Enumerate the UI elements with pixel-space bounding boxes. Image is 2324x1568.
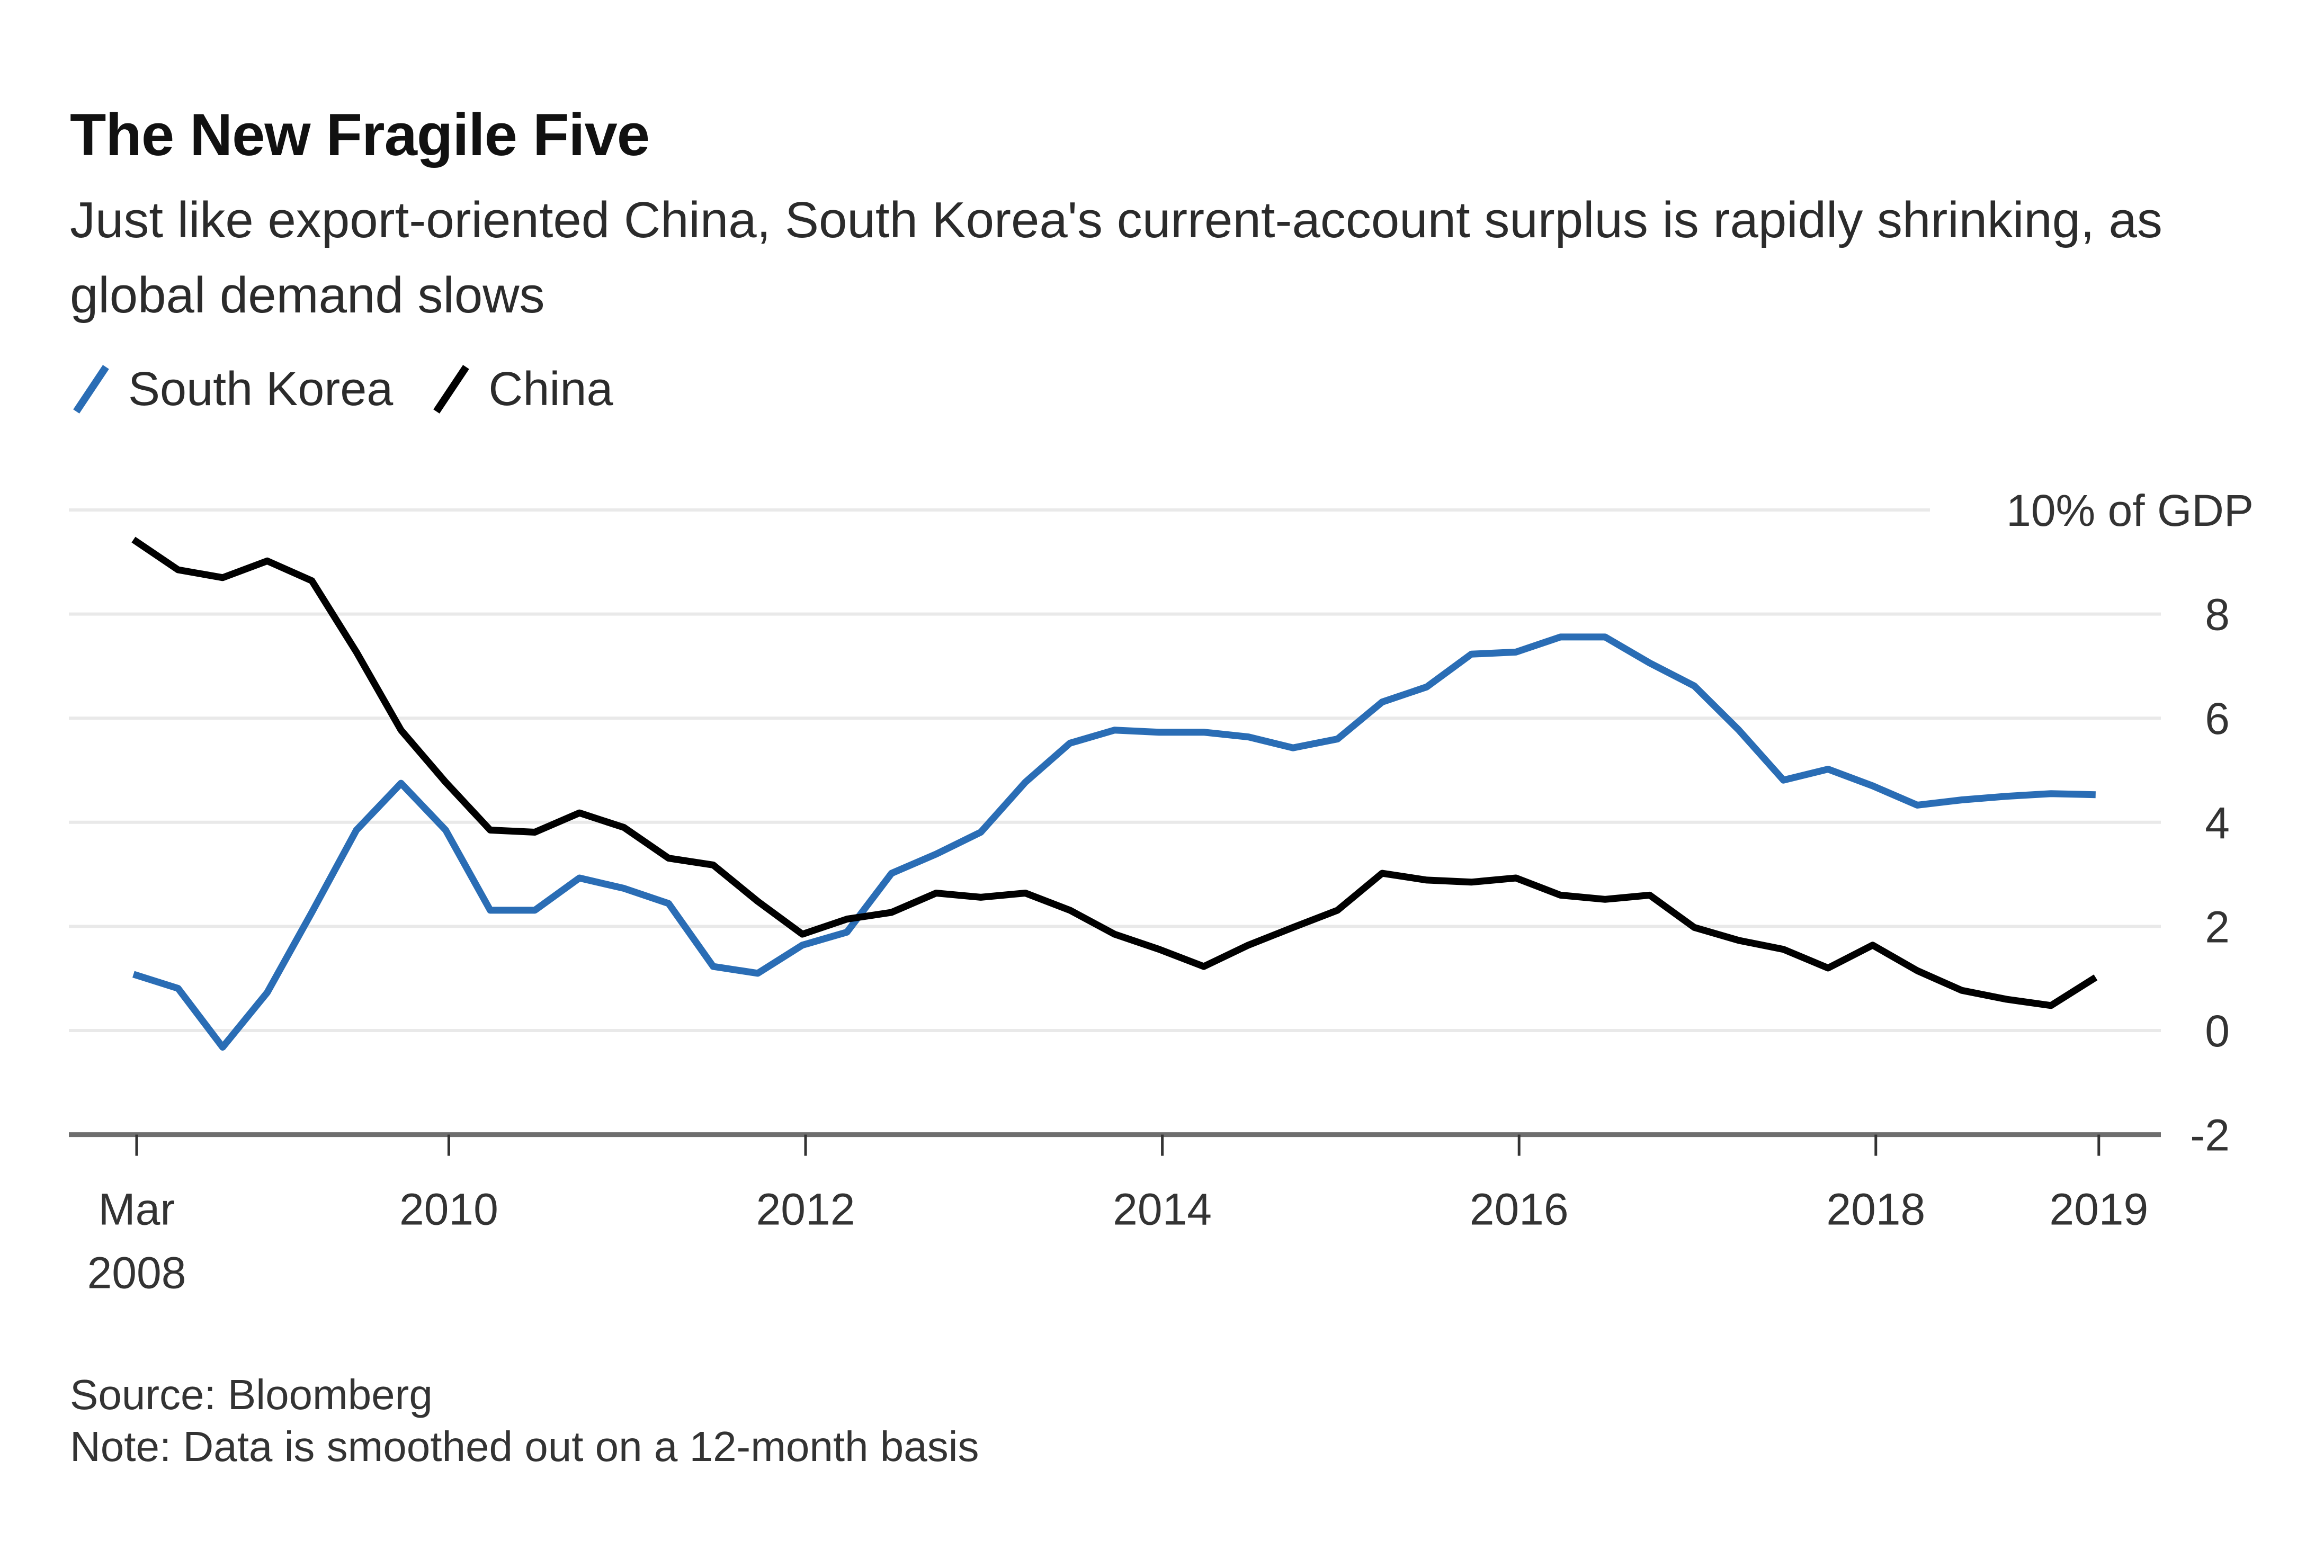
x-tick-label: Mar [99,1185,175,1234]
x-tick-label: 2016 [1470,1185,1569,1234]
diagonal-line-swatch-icon [433,365,470,414]
y-tick-label: 2 [2205,902,2230,952]
legend-label: China [488,362,613,416]
legend: South Korea China [70,360,650,418]
y-tick-label: 4 [2205,798,2230,848]
gridlines [69,508,2161,1032]
series-line-china [131,536,2098,1009]
x-axis: Mar 2008 2010 2012 2014 2016 2018 2019 [69,1132,2161,1298]
x-tick-label: 2018 [1826,1185,1925,1234]
x-tick-label: 2019 [2049,1185,2148,1234]
legend-item-south-korea[interactable]: South Korea [70,362,393,417]
y-tick-label: 0 [2205,1006,2230,1056]
y-tick-label: -2 [2190,1110,2230,1160]
x-tick-sublabel: 2008 [87,1248,186,1298]
y-tick-label: 6 [2205,694,2230,743]
source-note: Source: Bloomberg [70,1371,433,1418]
legend-swatch-line [73,365,109,414]
series-line-south-korea [132,633,2096,1051]
chart-title: The New Fragile Five [70,102,650,168]
y-axis-labels: -2 0 2 4 6 8 10% of GDP [2006,486,2254,1160]
y-tick-label: 8 [2205,590,2230,640]
chart-footer: Source: Bloomberg Note: Data is smoothed… [70,1369,979,1473]
x-tick-label: 2012 [756,1185,855,1234]
chart-subtitle: Just like export-oriented China, South K… [70,192,2162,324]
series-lines [131,536,2098,1051]
data-note: Note: Data is smoothed out on a 12-month… [70,1423,979,1470]
x-tick-label: 2014 [1113,1185,1212,1234]
legend-swatch-line [433,365,470,414]
legend-label: South Korea [128,362,394,416]
x-tick-label: 2010 [399,1185,498,1234]
y-axis-unit-label: 10% of GDP [2006,486,2254,535]
diagonal-line-swatch-icon [73,365,109,414]
legend-item-china[interactable]: China [430,362,613,417]
